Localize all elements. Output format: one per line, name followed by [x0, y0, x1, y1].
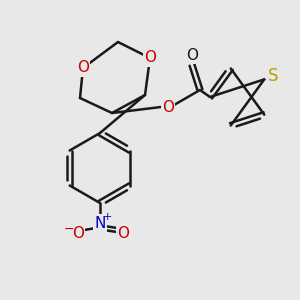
Text: O: O: [162, 100, 174, 115]
Text: S: S: [268, 68, 278, 85]
Text: O: O: [144, 50, 156, 65]
Text: O: O: [117, 226, 129, 241]
Text: O: O: [72, 226, 84, 241]
Text: −: −: [64, 223, 74, 236]
Text: O: O: [77, 61, 89, 76]
Text: +: +: [102, 212, 112, 222]
Text: N: N: [94, 215, 106, 230]
Text: O: O: [186, 47, 198, 62]
